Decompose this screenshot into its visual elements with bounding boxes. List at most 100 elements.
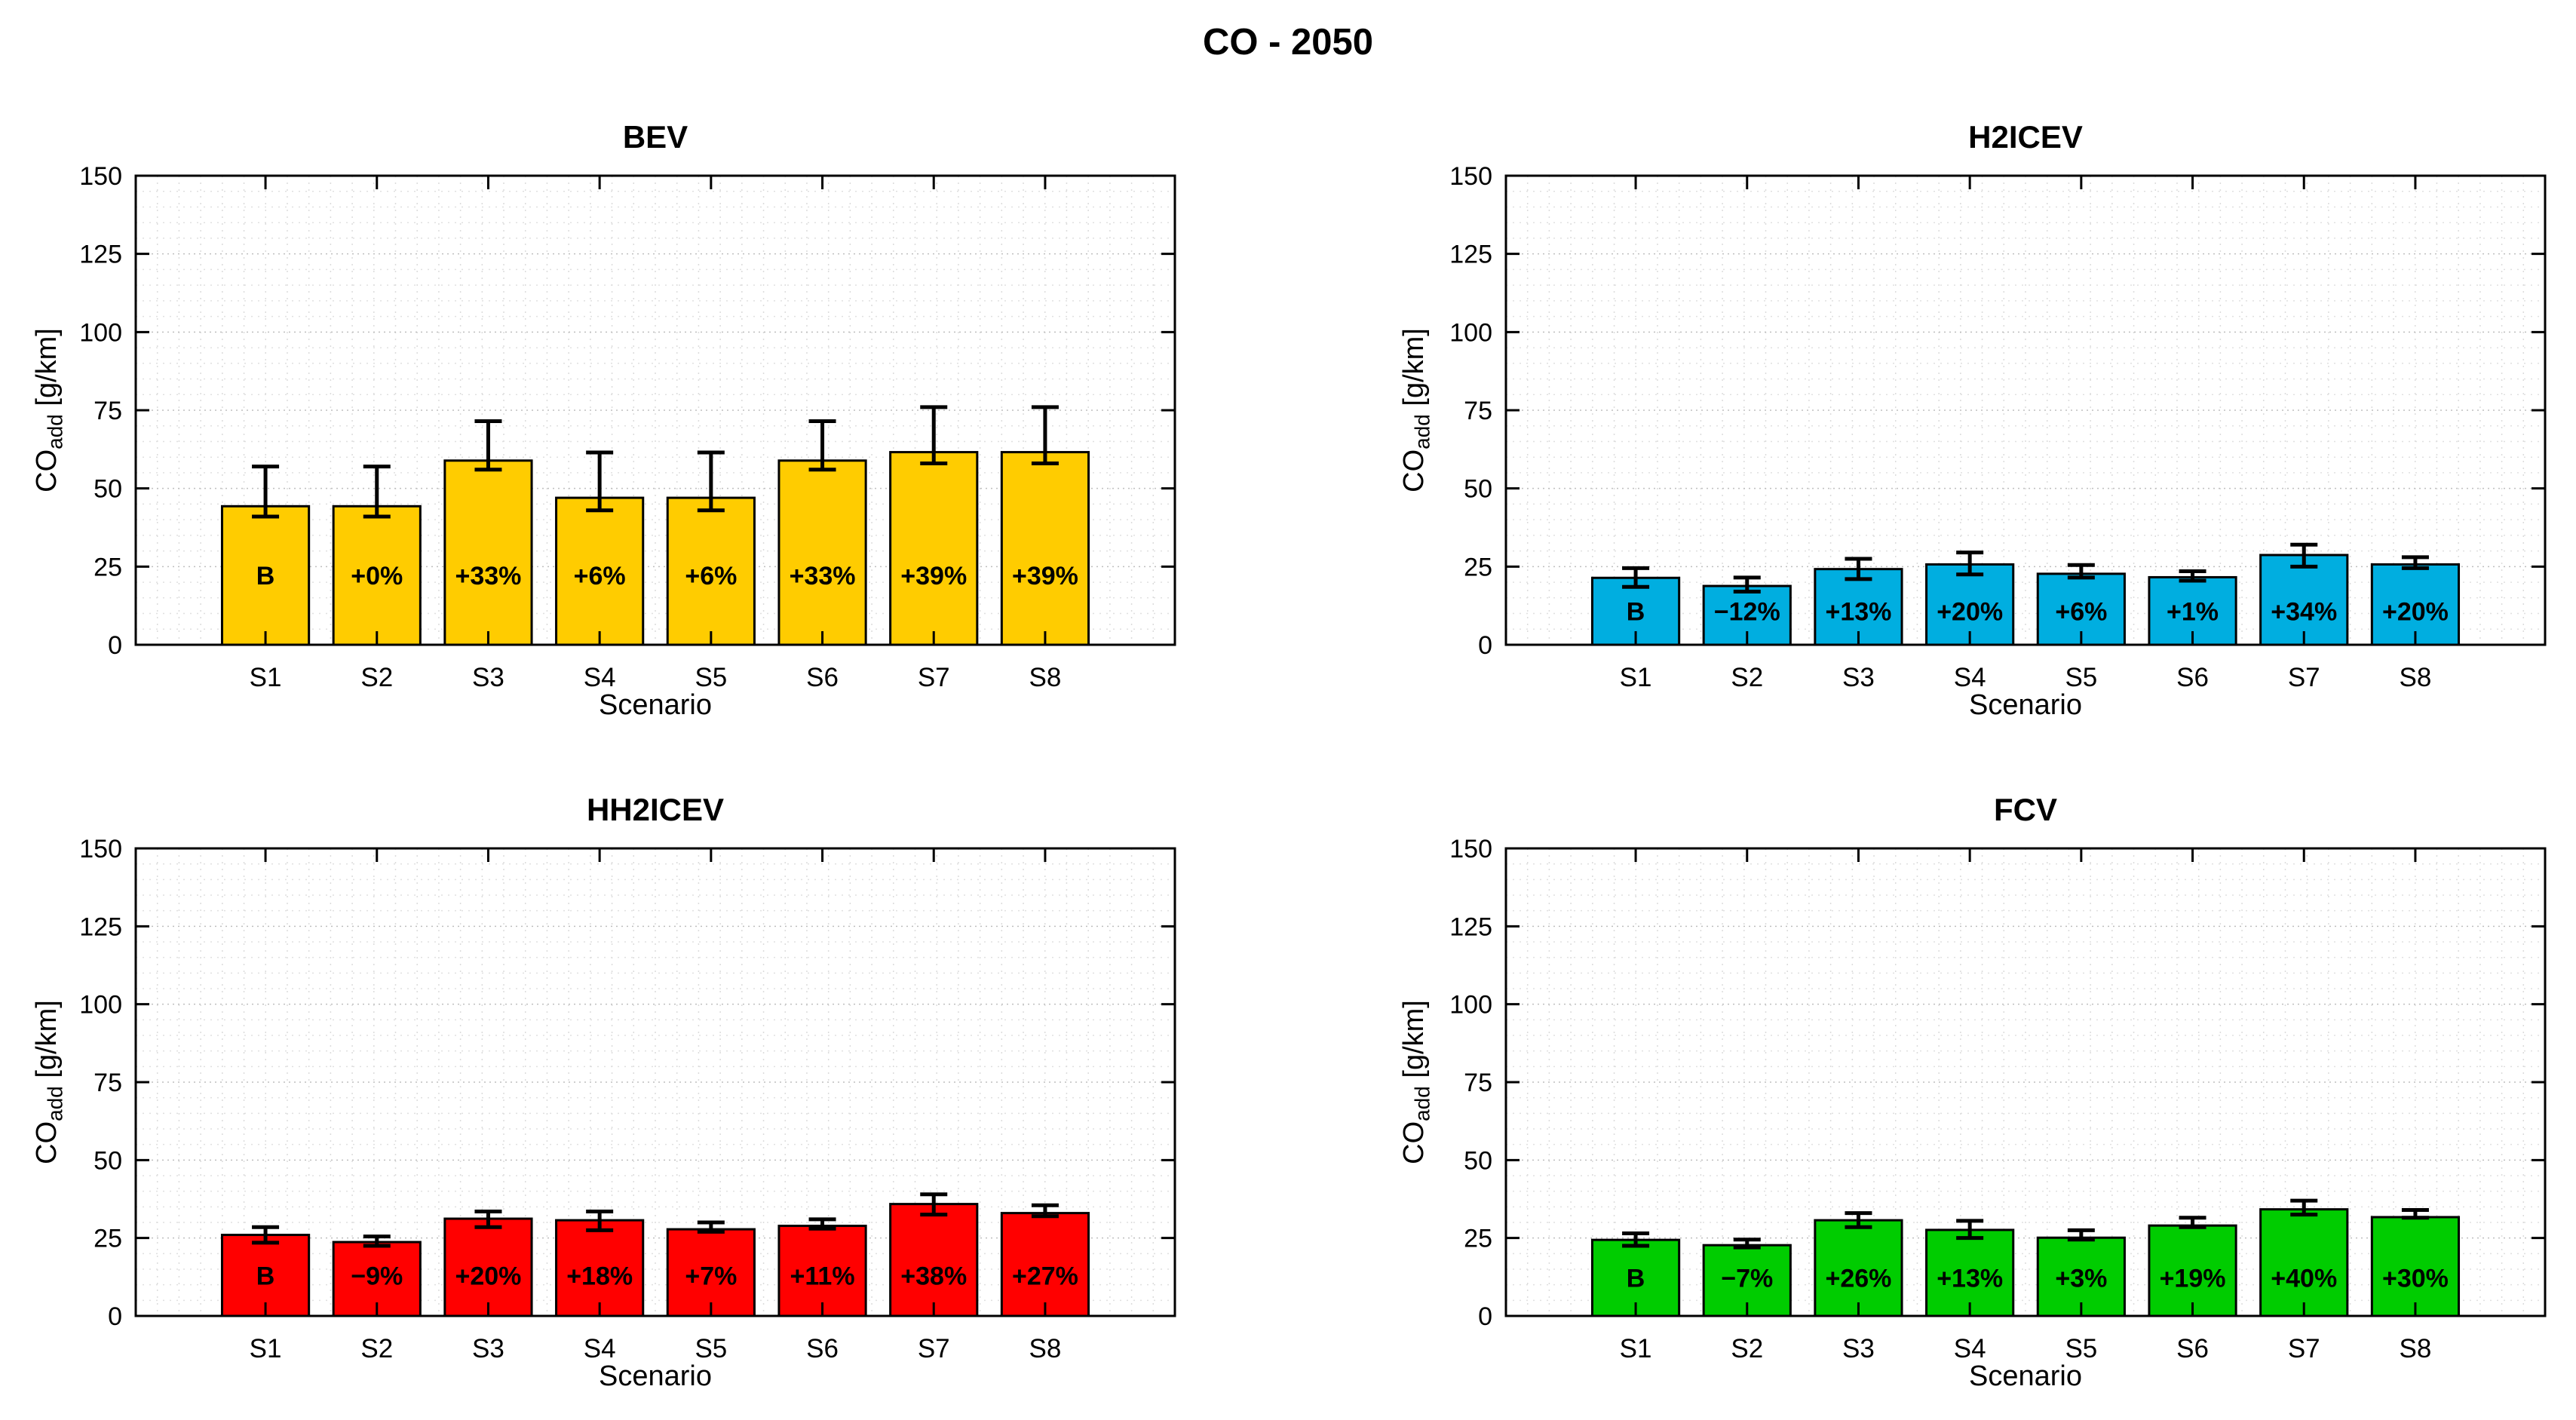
bar-label: +18% [566,1262,633,1290]
x-tick-label: S7 [2288,1334,2320,1363]
panel-title-h2icev: H2ICEV [1968,119,2083,155]
bar-label: +40% [2271,1265,2337,1293]
y-tick-label: 0 [108,1302,122,1331]
y-tick-label: 75 [1464,1069,1492,1097]
bar-label: +20% [455,1262,522,1290]
bar-label: +20% [1937,598,2003,627]
bar-label: +19% [2160,1265,2226,1293]
bar-label: +13% [1937,1265,2003,1293]
bar-label: +39% [900,562,967,590]
y-tick-label: 100 [79,991,122,1020]
bar-label: +26% [1826,1265,1892,1293]
x-tick-label: S2 [360,663,393,692]
x-tick-label: S5 [2065,1334,2097,1363]
x-tick-label: S6 [2176,663,2209,692]
figure-title: CO - 2050 [1202,22,1374,63]
plot-area-hh2icev: B −9% +20% +18% +7% +11% +38% +27% 0 25 50 75 100 125… [79,835,1176,1363]
bar-label: +6% [685,562,737,590]
x-tick-label: S3 [472,663,504,692]
bar-label: +34% [2271,598,2337,627]
bar-s7 [2259,1208,2349,1317]
bar-s3 [443,459,533,646]
y-tick-label: 150 [79,835,122,863]
bar-label: B [256,1262,275,1290]
y-tick-label: 0 [108,631,122,660]
x-tick-label: S8 [1029,663,1062,692]
bar-label: +20% [2382,598,2449,627]
y-tick-label: 75 [94,397,122,425]
y-tick-label: 25 [1464,553,1492,581]
panel-title-fcv: FCV [1994,792,2057,827]
y-tick-label: 100 [1449,318,1492,347]
plot-area-fcv: B −7% +26% +13% +3% +19% +40% +30% 0 25 50 75 100 125… [1449,835,2547,1363]
y-tick-label: 125 [79,912,122,941]
y-tick-label: 25 [94,1225,122,1253]
y-tick-label: 25 [1464,1225,1492,1253]
bar-s6 [2148,1224,2237,1317]
bar-label: +33% [790,562,856,590]
x-tick-label: S3 [472,1334,504,1363]
x-tick-label: S7 [918,1334,950,1363]
x-tick-label: S7 [918,663,950,692]
bar-label: +27% [1012,1262,1078,1290]
bar-label: +3% [2055,1265,2107,1293]
bar-label: B [1627,1265,1645,1293]
x-tick-label: S5 [695,1334,727,1363]
x-tick-label: S1 [250,663,282,692]
x-tick-label: S3 [1842,1334,1875,1363]
x-tick-label: S4 [584,663,616,692]
bar-label: +33% [455,562,522,590]
bar-s1 [220,505,311,646]
y-tick-label: 50 [94,475,122,504]
bar-s7 [889,1203,979,1317]
x-axis-label: Scenario [1969,1360,2082,1392]
y-tick-label: 100 [1449,991,1492,1020]
x-tick-label: S4 [1954,1334,1986,1363]
y-tick-label: 100 [79,318,122,347]
x-tick-label: S8 [2400,663,2432,692]
x-tick-label: S6 [806,1334,839,1363]
y-tick-label: 150 [79,162,122,191]
bar-label: +1% [2167,598,2219,627]
x-tick-label: S6 [2176,1334,2209,1363]
bar-s4 [555,1219,645,1317]
x-tick-label: S1 [250,1334,282,1363]
x-tick-label: S4 [584,1334,616,1363]
x-tick-label: S2 [1731,663,1763,692]
y-tick-label: 125 [1449,241,1492,269]
bar-s2 [332,505,422,646]
bar-label: +6% [2055,598,2107,627]
y-tick-label: 0 [1478,631,1492,660]
bar-s6 [777,459,867,646]
bar-s3 [443,1217,533,1317]
bar-label: −9% [351,1262,403,1290]
y-tick-label: 75 [1464,397,1492,425]
bar-s8 [1000,451,1090,646]
x-axis-label: Scenario [599,1360,712,1392]
x-tick-label: S6 [806,663,839,692]
y-tick-label: 50 [1464,1146,1492,1175]
y-tick-label: 125 [1449,912,1492,941]
y-tick-label: 150 [1449,835,1492,863]
x-tick-label: S8 [2400,1334,2432,1363]
bar-label: +39% [1012,562,1078,590]
plot-area-bev: B +0% +33% +6% +6% +33% +39% +39% 0 25 50 75 100 125 1… [79,162,1176,692]
bar-label: +6% [574,562,626,590]
x-tick-label: S3 [1842,663,1875,692]
bar-s3 [1814,1219,1903,1317]
bar-s5 [666,1228,756,1317]
bar-label: +30% [2382,1265,2449,1293]
bar-label: B [1627,598,1645,627]
x-tick-label: S1 [1620,1334,1652,1363]
panel-title-bev: BEV [622,119,688,155]
bar-label: +11% [790,1262,855,1290]
y-tick-label: 50 [1464,475,1492,504]
x-tick-label: S2 [360,1334,393,1363]
y-tick-label: 125 [79,241,122,269]
bar-label: +7% [685,1262,737,1290]
x-axis-label: Scenario [1969,689,2082,721]
bar-label: +38% [900,1262,967,1290]
bar-label: +13% [1826,598,1892,627]
y-tick-label: 75 [94,1069,122,1097]
y-tick-label: 25 [94,553,122,581]
